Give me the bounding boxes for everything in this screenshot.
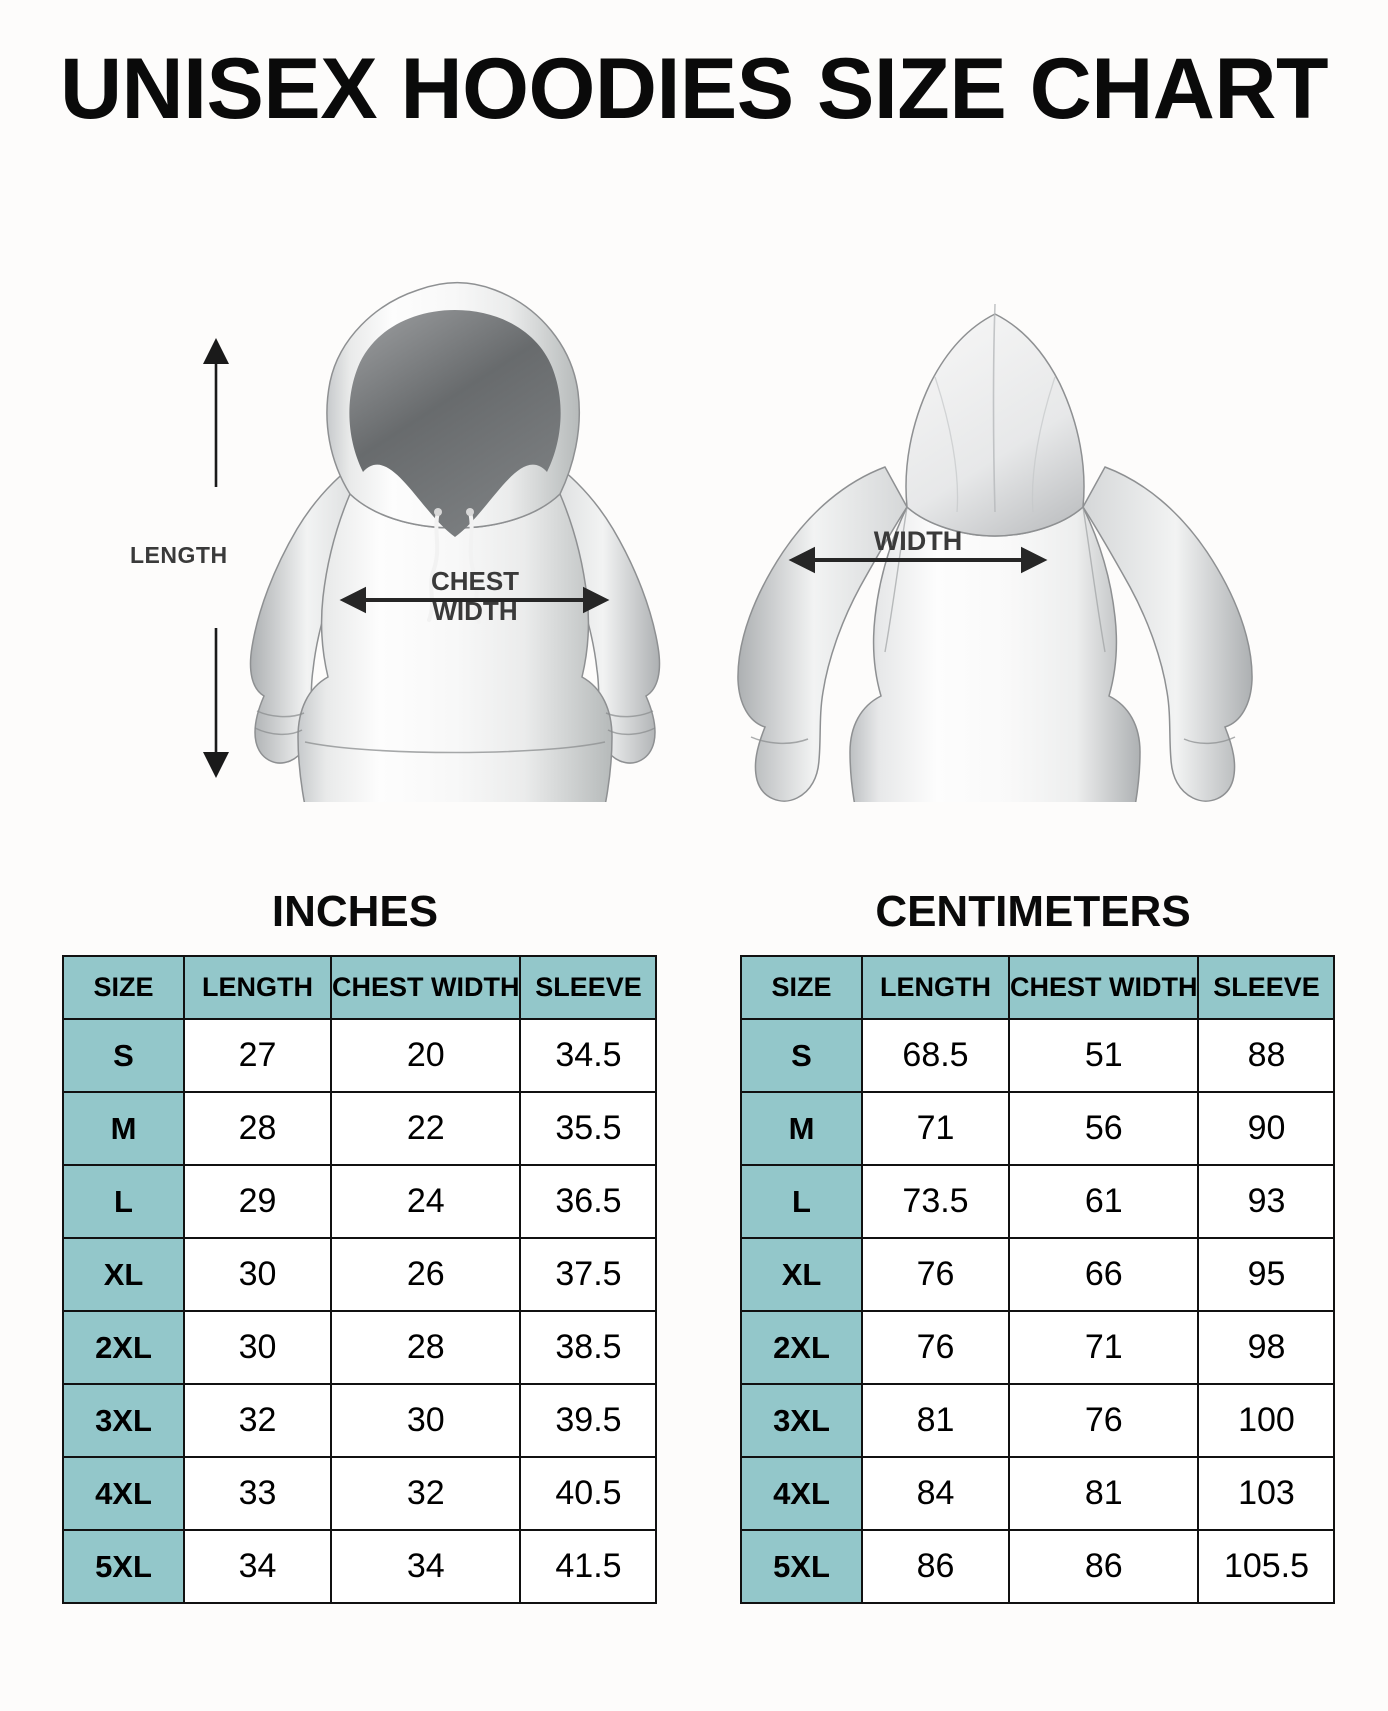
svg-text:WIDTH: WIDTH bbox=[874, 526, 962, 556]
svg-text:CHEST: CHEST bbox=[431, 566, 519, 596]
svg-text:WIDTH: WIDTH bbox=[432, 596, 517, 626]
